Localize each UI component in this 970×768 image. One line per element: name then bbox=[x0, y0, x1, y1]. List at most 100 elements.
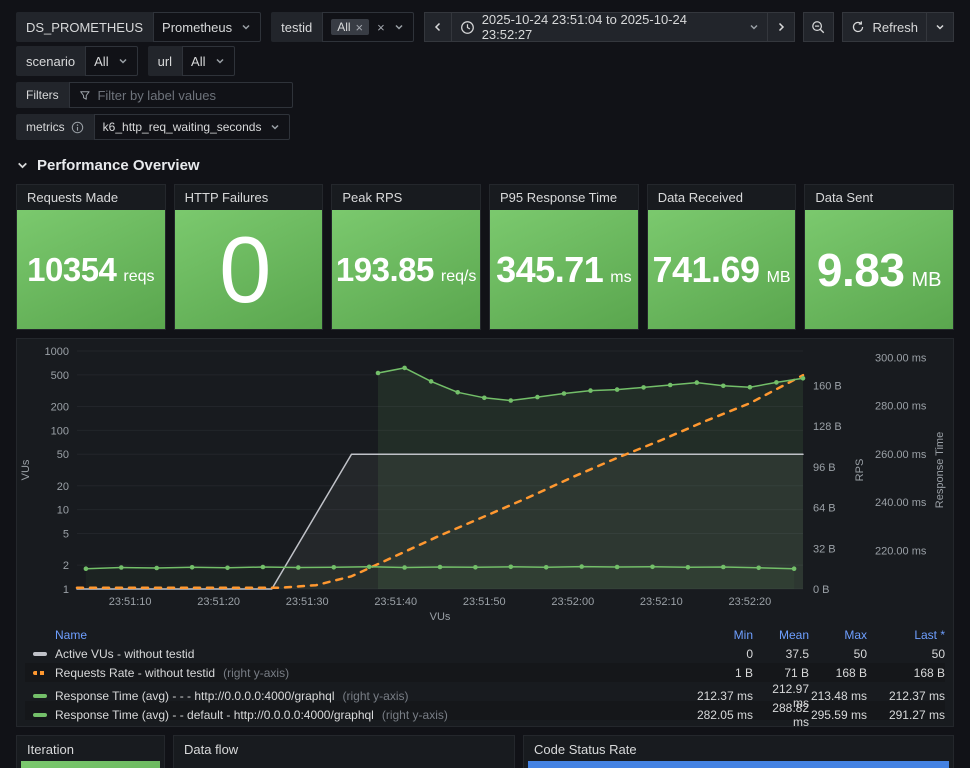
svg-text:240.00 ms: 240.00 ms bbox=[875, 497, 927, 509]
filters-input-wrap bbox=[68, 82, 293, 108]
svg-text:300.00 ms: 300.00 ms bbox=[875, 352, 927, 364]
series-suffix: (right y-axis) bbox=[342, 689, 409, 703]
timeseries-panel: 1000 500 200 100 50 20 10 5 2 1 160 B 128 B 96 B 64 B… bbox=[16, 338, 954, 729]
url-variable: url All bbox=[147, 46, 235, 76]
stat-panel-data-sent: Data Sent 9.83 MB bbox=[804, 184, 955, 330]
panel-title[interactable]: P95 Response Time bbox=[500, 190, 618, 205]
metrics-value: k6_http_req_waiting_seconds bbox=[102, 120, 262, 134]
stat-value: 741.69 bbox=[652, 248, 760, 290]
url-select[interactable]: All bbox=[182, 46, 235, 76]
legend-mean: 212.97 ms bbox=[772, 682, 809, 710]
svg-text:2: 2 bbox=[63, 560, 69, 572]
panel-data-flow: Data flow bbox=[173, 735, 515, 768]
stat-panel-peak-rps: Peak RPS 193.85 req/s bbox=[331, 184, 482, 330]
svg-text:23:52:20: 23:52:20 bbox=[728, 596, 771, 608]
panel-title[interactable]: Data flow bbox=[184, 742, 239, 757]
chevron-down-icon bbox=[18, 162, 27, 168]
legend-last: 168 B bbox=[913, 665, 945, 680]
stat-value-area: 345.71 ms bbox=[490, 210, 638, 329]
info-circle-icon bbox=[71, 121, 83, 133]
testid-selected-tag[interactable]: All × bbox=[331, 19, 370, 35]
time-shift-back-button[interactable] bbox=[423, 12, 452, 42]
legend-max: 50 bbox=[853, 646, 867, 661]
refresh-button[interactable]: Refresh bbox=[842, 12, 927, 42]
svg-text:100: 100 bbox=[51, 425, 69, 437]
panel-code-status-rate: Code Status Rate bbox=[523, 735, 954, 768]
remove-tag-icon[interactable]: × bbox=[355, 19, 364, 35]
svg-text:220.00 ms: 220.00 ms bbox=[875, 545, 927, 557]
legend-max: 295.59 ms bbox=[810, 708, 867, 722]
scenario-select[interactable]: All bbox=[85, 46, 138, 76]
legend-row: Active VUs - without testid 0 37.5 50 50 bbox=[25, 644, 945, 663]
legend-col-last[interactable]: Last * bbox=[914, 628, 945, 642]
refresh-interval-button[interactable] bbox=[927, 12, 954, 42]
svg-text:23:51:40: 23:51:40 bbox=[374, 596, 417, 608]
stat-panel-p95-response-time: P95 Response Time 345.71 ms bbox=[489, 184, 639, 330]
svg-text:50: 50 bbox=[57, 449, 69, 461]
metrics-control: metrics k6_http_req_waiting_seconds bbox=[16, 114, 291, 140]
svg-text:1: 1 bbox=[63, 584, 69, 596]
legend-series-response-time-graphql[interactable]: Response Time (avg) - - - http://0.0.0.0… bbox=[25, 689, 695, 703]
panel-title[interactable]: Peak RPS bbox=[342, 190, 403, 205]
legend-mean: 288.82 ms bbox=[772, 701, 809, 729]
scenario-value: All bbox=[94, 53, 109, 69]
panel-title[interactable]: Data Sent bbox=[815, 190, 874, 205]
stat-panel-requests-made: Requests Made 10354 reqs bbox=[16, 184, 166, 330]
panel-title[interactable]: HTTP Failures bbox=[184, 190, 269, 205]
legend-series-response-time-default-graphql[interactable]: Response Time (avg) - - default - http:/… bbox=[25, 708, 695, 722]
legend-col-max[interactable]: Max bbox=[844, 628, 867, 642]
chevron-right-icon bbox=[779, 22, 785, 32]
zoom-group bbox=[803, 12, 835, 42]
stat-value-area: 0 bbox=[174, 210, 323, 329]
legend-col-mean[interactable]: Mean bbox=[778, 628, 809, 642]
legend-col-min[interactable]: Min bbox=[733, 628, 753, 642]
panel-title[interactable]: Iteration bbox=[27, 742, 74, 757]
stat-value: 193.85 bbox=[335, 250, 434, 288]
timeseries-chart[interactable]: 1000 500 200 100 50 20 10 5 2 1 160 B 128 B 96 B 64 B… bbox=[17, 339, 953, 624]
metrics-label: metrics bbox=[26, 120, 65, 134]
panel-title[interactable]: Data Received bbox=[657, 190, 743, 205]
panel-title[interactable]: Requests Made bbox=[27, 190, 119, 205]
svg-text:23:52:00: 23:52:00 bbox=[551, 596, 594, 608]
chevron-down-icon bbox=[242, 24, 250, 30]
metrics-select[interactable]: k6_http_req_waiting_seconds bbox=[93, 114, 291, 140]
svg-text:10: 10 bbox=[57, 505, 69, 517]
testid-multiselect[interactable]: All × × bbox=[322, 12, 414, 42]
legend-mean: 37.5 bbox=[785, 646, 809, 661]
chevron-down-icon bbox=[749, 24, 758, 30]
chevron-down-icon bbox=[215, 58, 224, 64]
scenario-label: scenario bbox=[16, 46, 86, 76]
series-swatch-gray bbox=[33, 651, 47, 656]
svg-text:1000: 1000 bbox=[45, 346, 69, 358]
legend-col-name[interactable]: Name bbox=[55, 628, 88, 642]
legend-row: Requests Rate - without testid (right y-… bbox=[25, 663, 945, 682]
code-status-bar bbox=[528, 761, 949, 768]
stat-unit: ms bbox=[610, 268, 632, 286]
svg-text:5: 5 bbox=[63, 529, 69, 541]
toolbar-row-2: scenario All url All bbox=[0, 46, 970, 76]
iteration-stat-bar bbox=[21, 761, 160, 768]
testid-label: testid bbox=[271, 12, 323, 42]
chart-legend: Name Min Mean Max Last * Active VUs - wi… bbox=[17, 624, 953, 729]
metrics-row: metrics k6_http_req_waiting_seconds bbox=[0, 114, 970, 140]
testid-variable: testid All × × bbox=[271, 12, 414, 42]
svg-text:0 B: 0 B bbox=[813, 584, 830, 596]
zoom-out-button[interactable] bbox=[803, 12, 835, 42]
svg-text:160 B: 160 B bbox=[813, 380, 842, 392]
filters-input[interactable] bbox=[97, 87, 283, 103]
legend-series-requests-rate[interactable]: Requests Rate - without testid (right y-… bbox=[25, 666, 695, 680]
time-range-picker[interactable]: 2025-10-24 23:51:04 to 2025-10-24 23:52:… bbox=[451, 12, 769, 42]
svg-text:23:51:20: 23:51:20 bbox=[197, 596, 240, 608]
legend-min: 282.05 ms bbox=[696, 708, 753, 722]
section-performance-overview[interactable]: Performance Overview bbox=[16, 154, 954, 176]
refresh-icon bbox=[853, 21, 864, 33]
legend-series-active-vus[interactable]: Active VUs - without testid bbox=[25, 647, 695, 661]
zoom-out-icon bbox=[812, 20, 825, 33]
time-shift-forward-button[interactable] bbox=[768, 12, 796, 42]
datasource-select[interactable]: Prometheus bbox=[153, 12, 262, 42]
clear-all-icon[interactable]: × bbox=[377, 19, 385, 35]
time-range-group: 2025-10-24 23:51:04 to 2025-10-24 23:52:… bbox=[423, 12, 796, 42]
panel-title[interactable]: Code Status Rate bbox=[534, 742, 637, 757]
legend-header: Name Min Mean Max Last * bbox=[25, 626, 945, 644]
stat-panels-row: Requests Made 10354 reqs HTTP Failures 0 … bbox=[16, 184, 955, 330]
